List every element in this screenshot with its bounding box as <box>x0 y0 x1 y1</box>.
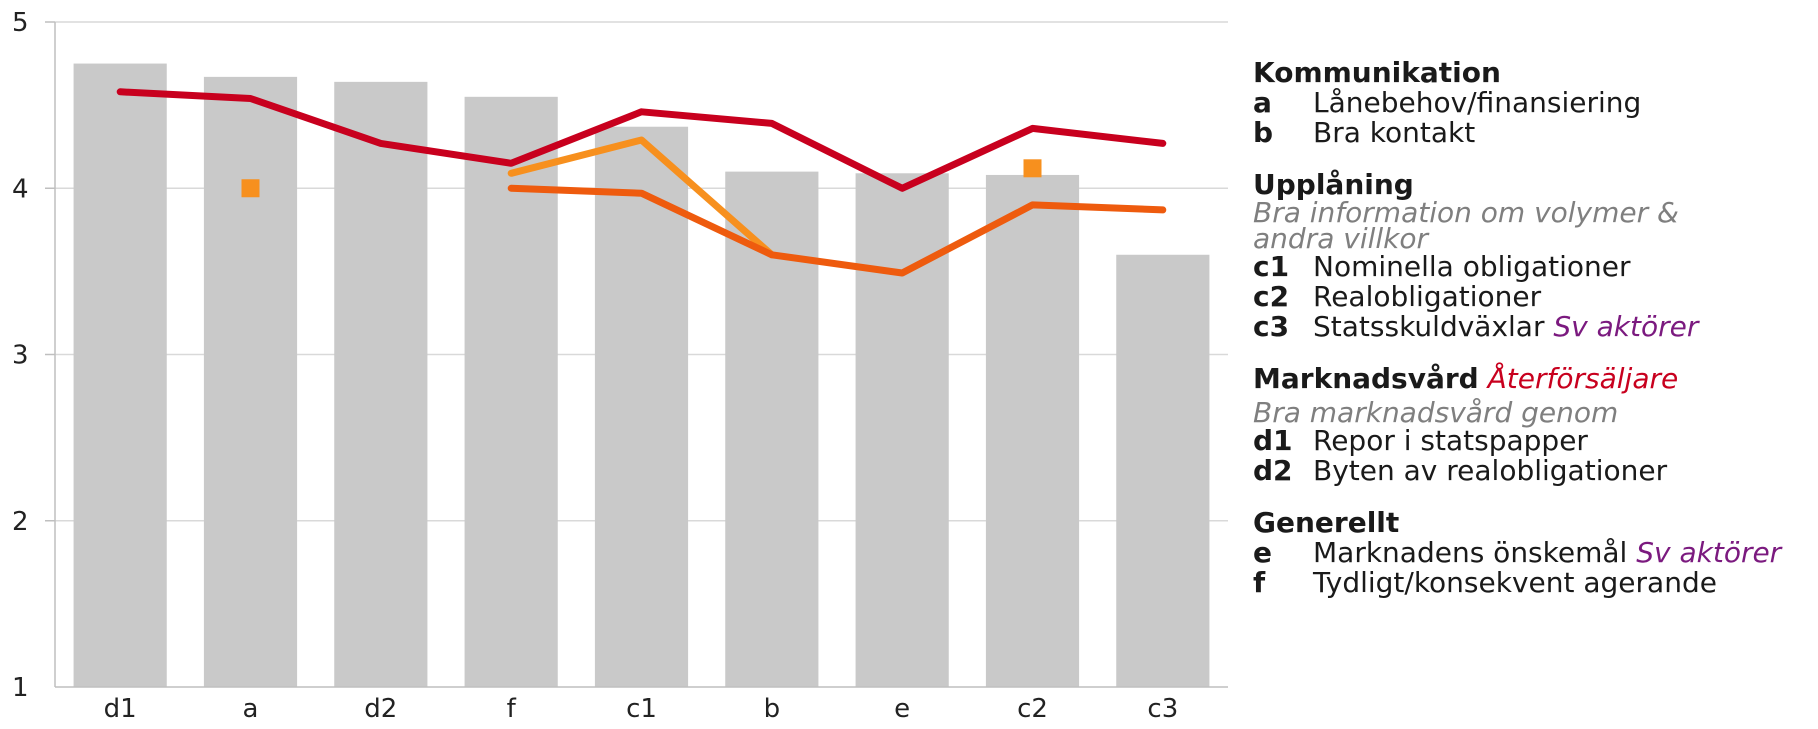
y-tick-label: 1 <box>12 673 29 703</box>
legend-item-label: Statsskuldväxlar <box>1313 310 1545 343</box>
x-tick-label: a <box>243 694 259 724</box>
legend-section-header: Marknadsvård Återförsäljare <box>1253 364 1813 394</box>
legend-item-label: Nominella obligationer <box>1313 250 1631 283</box>
legend-section-note: Bra information om volymer & andra villk… <box>1253 196 1679 255</box>
bars <box>73 63 1210 688</box>
legend-item-label: Repor i statspapper <box>1313 424 1588 457</box>
x-tick-label: b <box>764 694 781 724</box>
series-lines <box>116 88 1167 277</box>
legend-item: e Marknadens önskemål Sv aktörer <box>1253 538 1813 568</box>
legend-section-marknadsvard: Marknadsvård Återförsäljare Bra marknads… <box>1253 364 1813 486</box>
bar-f <box>464 96 558 687</box>
legend-item: c3 Statsskuldväxlar Sv aktörer <box>1253 312 1813 342</box>
legend-section-tag: Återförsäljare <box>1487 362 1679 395</box>
legend-section-kommunikation: Kommunikation a Lånebehov/finansiering b… <box>1253 58 1813 148</box>
series-line-0 <box>116 88 1167 192</box>
legend-item-tag: Sv aktörer <box>1636 536 1782 569</box>
x-tick-labels: d1 a d2 f c1 b e c2 c3 <box>104 694 1179 724</box>
x-tick-label: e <box>894 694 910 724</box>
markers <box>241 159 1042 198</box>
legend-item-code: c2 <box>1253 280 1290 313</box>
legend-item-code: d2 <box>1253 454 1293 487</box>
legend-item-code: a <box>1253 86 1272 119</box>
bar-d2 <box>334 81 428 688</box>
legend-item: d2 Byten av realobligationer <box>1253 456 1813 486</box>
legend-item-label: Lånebehov/finansiering <box>1313 86 1642 119</box>
legend-item-code: c3 <box>1253 310 1290 343</box>
legend-section-title: Marknadsvård <box>1253 362 1479 395</box>
marker-a <box>241 179 260 198</box>
y-tick-label: 4 <box>12 174 29 204</box>
legend-item: a Lånebehov/finansiering <box>1253 88 1813 118</box>
x-tick-label: c2 <box>1017 694 1048 724</box>
legend-item: f Tydligt/konsekvent agerande <box>1253 568 1813 598</box>
y-tick-label: 3 <box>12 341 29 371</box>
legend-section-generellt: Generellt e Marknadens önskemål Sv aktör… <box>1253 508 1813 598</box>
bar-c1 <box>594 126 689 688</box>
y-tick-label: 5 <box>12 8 29 38</box>
series-line-1 <box>507 136 776 259</box>
legend-item: c1 Nominella obligationer <box>1253 252 1813 282</box>
axes <box>45 21 1228 688</box>
legend-item-code: f <box>1253 566 1266 599</box>
bar-b <box>725 171 819 687</box>
x-tick-label: d1 <box>104 694 137 724</box>
legend-item-code: b <box>1253 116 1274 149</box>
legend-section-note: Bra marknadsvård genom <box>1253 396 1619 429</box>
legend-item-code: e <box>1253 536 1272 569</box>
x-tick-label: c1 <box>626 694 657 724</box>
x-tick-label: c3 <box>1147 694 1178 724</box>
legend-section-upplaning: Upplåning Bra information om volymer & a… <box>1253 170 1813 342</box>
legend: Kommunikation a Lånebehov/finansiering b… <box>1253 58 1813 620</box>
legend-item-label: Tydligt/konsekvent agerande <box>1313 566 1717 599</box>
bar-e <box>855 173 949 688</box>
bar-d1 <box>73 63 167 687</box>
x-tick-label: f <box>507 694 517 724</box>
legend-section-title: Upplåning <box>1253 168 1414 201</box>
legend-item-tag: Sv aktörer <box>1553 310 1699 343</box>
legend-item: d1 Repor i statspapper <box>1253 426 1813 456</box>
marker-c2 <box>1023 159 1042 178</box>
legend-item-label: Realobligationer <box>1313 280 1542 313</box>
legend-section-title: Kommunikation <box>1253 56 1501 89</box>
series-line-2 <box>507 184 1167 277</box>
legend-item-label: Bra kontakt <box>1313 116 1476 149</box>
bar-c3 <box>1116 254 1210 687</box>
bar-c2 <box>985 174 1080 687</box>
chart: 1 2 3 4 5 d1 a d2 f c1 b e c2 c3 <box>12 8 1228 724</box>
legend-section-title: Generellt <box>1253 506 1400 539</box>
legend-item: c2 Realobligationer <box>1253 282 1813 312</box>
legend-item-code: c1 <box>1253 250 1290 283</box>
bar-a <box>203 76 298 688</box>
y-tick-label: 2 <box>12 507 29 537</box>
x-tick-label: d2 <box>364 694 397 724</box>
legend-item-code: d1 <box>1253 424 1293 457</box>
legend-item-label: Byten av realobligationer <box>1313 454 1668 487</box>
y-tick-labels: 1 2 3 4 5 <box>12 8 29 703</box>
legend-item-label: Marknadens önskemål <box>1313 536 1628 569</box>
legend-item: b Bra kontakt <box>1253 118 1813 148</box>
